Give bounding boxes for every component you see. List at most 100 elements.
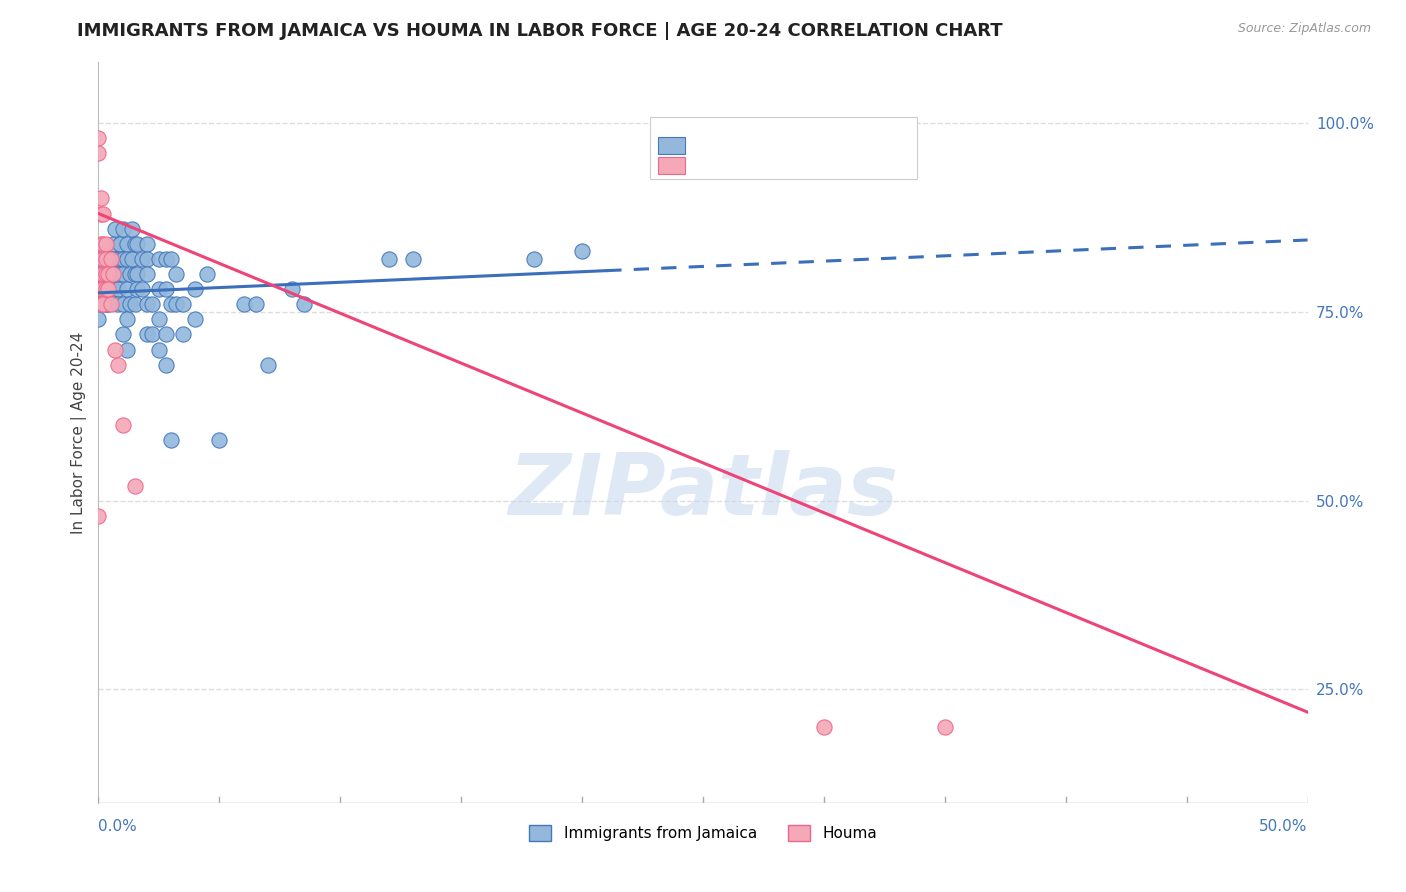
Point bbox=[148, 343, 170, 357]
Point bbox=[107, 267, 129, 281]
Point bbox=[91, 206, 114, 220]
Point bbox=[232, 297, 254, 311]
Point bbox=[101, 267, 124, 281]
Point bbox=[127, 267, 149, 281]
Point bbox=[100, 252, 122, 266]
Point bbox=[101, 236, 124, 251]
Point bbox=[148, 312, 170, 326]
Point bbox=[100, 252, 122, 266]
Point bbox=[91, 267, 114, 281]
Point bbox=[97, 282, 120, 296]
Point bbox=[117, 236, 139, 251]
Point bbox=[208, 433, 231, 447]
Point bbox=[172, 327, 194, 342]
Point bbox=[121, 252, 143, 266]
Point bbox=[100, 297, 122, 311]
Point bbox=[117, 282, 139, 296]
Text: R = -0.545: R = -0.545 bbox=[695, 158, 773, 173]
Point bbox=[117, 252, 139, 266]
Point bbox=[101, 282, 124, 296]
Point bbox=[135, 327, 157, 342]
Point bbox=[523, 252, 546, 266]
Point bbox=[184, 282, 207, 296]
Point bbox=[141, 327, 163, 342]
Point bbox=[87, 252, 110, 266]
Point bbox=[160, 297, 183, 311]
Point bbox=[135, 252, 157, 266]
Point bbox=[97, 297, 120, 311]
Point bbox=[94, 282, 117, 296]
Point bbox=[124, 478, 146, 492]
Point bbox=[124, 297, 146, 311]
Point bbox=[117, 343, 139, 357]
Point bbox=[94, 297, 117, 311]
Point bbox=[104, 252, 127, 266]
Point bbox=[292, 297, 315, 311]
Point bbox=[111, 267, 134, 281]
Point bbox=[131, 282, 153, 296]
Point bbox=[87, 508, 110, 523]
Point bbox=[377, 252, 399, 266]
Point bbox=[94, 236, 117, 251]
Legend: Immigrants from Jamaica, Houma: Immigrants from Jamaica, Houma bbox=[523, 819, 883, 847]
Point bbox=[131, 252, 153, 266]
Point bbox=[91, 297, 114, 311]
Point bbox=[111, 327, 134, 342]
Point bbox=[107, 297, 129, 311]
Point bbox=[101, 252, 124, 266]
Point bbox=[111, 418, 134, 433]
Point bbox=[91, 236, 114, 251]
Point bbox=[91, 282, 114, 296]
Point bbox=[90, 267, 112, 281]
Point bbox=[90, 236, 112, 251]
Point bbox=[148, 282, 170, 296]
Point bbox=[87, 131, 110, 145]
Point bbox=[90, 297, 112, 311]
Point bbox=[281, 282, 304, 296]
Point bbox=[91, 297, 114, 311]
Point bbox=[155, 327, 177, 342]
Point bbox=[94, 282, 117, 296]
Point bbox=[87, 146, 110, 161]
Point bbox=[111, 252, 134, 266]
Text: Source: ZipAtlas.com: Source: ZipAtlas.com bbox=[1237, 22, 1371, 36]
Point bbox=[135, 236, 157, 251]
Point bbox=[87, 282, 110, 296]
Point bbox=[91, 252, 114, 266]
Point bbox=[108, 252, 131, 266]
Point bbox=[104, 267, 127, 281]
Point bbox=[155, 282, 177, 296]
Point bbox=[97, 282, 120, 296]
Point bbox=[172, 297, 194, 311]
Point bbox=[100, 282, 122, 296]
Text: ZIPatlas: ZIPatlas bbox=[508, 450, 898, 533]
Point bbox=[155, 358, 177, 372]
Text: R =   0.125: R = 0.125 bbox=[695, 137, 778, 153]
Point bbox=[87, 267, 110, 281]
Point bbox=[94, 267, 117, 281]
Point bbox=[87, 297, 110, 311]
Point bbox=[124, 236, 146, 251]
Point bbox=[87, 312, 110, 326]
Point bbox=[91, 267, 114, 281]
Point bbox=[97, 267, 120, 281]
Point bbox=[101, 267, 124, 281]
Point bbox=[141, 297, 163, 311]
Point bbox=[104, 221, 127, 235]
Point bbox=[94, 252, 117, 266]
Point bbox=[160, 252, 183, 266]
Text: N = 30: N = 30 bbox=[815, 158, 870, 173]
Point bbox=[97, 267, 120, 281]
Point bbox=[90, 282, 112, 296]
Point bbox=[135, 267, 157, 281]
Point bbox=[107, 358, 129, 372]
Point bbox=[934, 720, 956, 734]
Point bbox=[184, 312, 207, 326]
Text: 50.0%: 50.0% bbox=[1260, 820, 1308, 834]
Point bbox=[91, 282, 114, 296]
Point bbox=[108, 236, 131, 251]
Point bbox=[195, 267, 218, 281]
Point bbox=[118, 267, 141, 281]
Point bbox=[148, 252, 170, 266]
Point bbox=[107, 282, 129, 296]
